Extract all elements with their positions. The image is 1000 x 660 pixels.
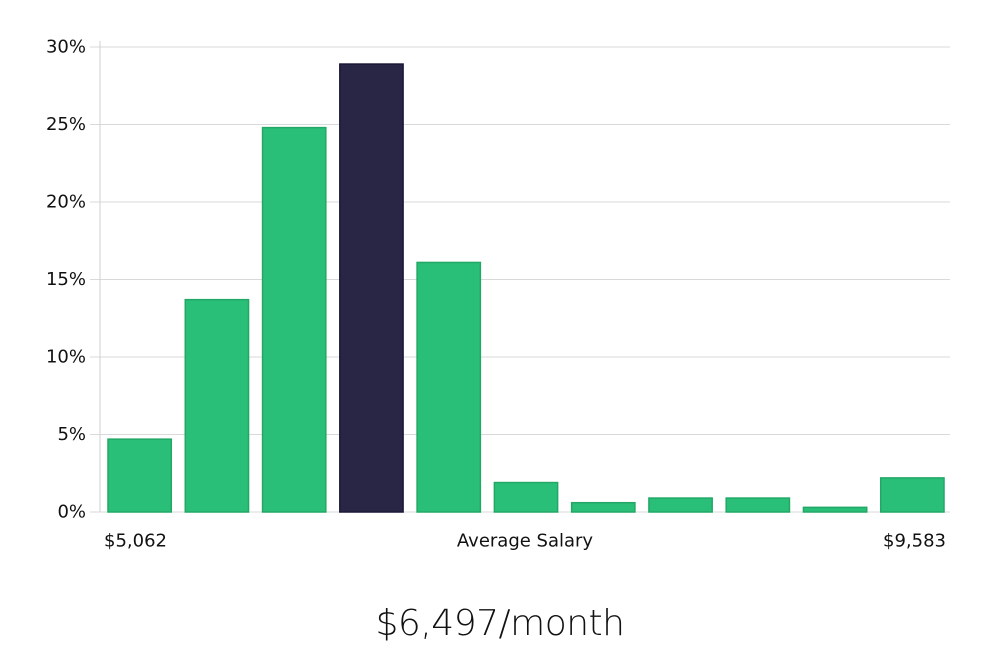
salary-histogram: 0% 5% 10% 15% 20% 25% 30% $5,062 Average Salar…	[46, 37, 950, 552]
y-tick-label: 30%	[46, 37, 86, 58]
bar-highlighted	[339, 63, 404, 513]
y-tick-labels: 0% 5% 10% 15% 20% 25% 30%	[46, 37, 86, 523]
chart-svg: 0% 5% 10% 15% 20% 25% 30% $5,062 Average Salar…	[46, 37, 950, 552]
bar	[107, 438, 173, 513]
x-max-label: $9,583	[883, 531, 946, 552]
bar	[879, 477, 945, 513]
bar	[261, 126, 327, 513]
y-tick-label: 15%	[46, 269, 86, 290]
bar	[493, 481, 559, 513]
x-axis-title: Average Salary	[457, 531, 594, 552]
bar	[725, 497, 791, 513]
y-tick-label: 0%	[57, 502, 86, 523]
bar	[184, 298, 250, 513]
y-tick-label: 20%	[46, 192, 86, 213]
bar-layer	[107, 63, 945, 513]
bar	[570, 501, 636, 513]
y-tick-label: 10%	[46, 347, 86, 368]
y-tick-label: 25%	[46, 114, 86, 135]
bar	[802, 506, 868, 513]
average-salary-headline: $6,497/month	[375, 603, 625, 644]
y-tick-label: 5%	[57, 424, 86, 445]
bar	[648, 497, 713, 513]
x-min-label: $5,062	[104, 531, 167, 552]
bar	[416, 261, 482, 513]
